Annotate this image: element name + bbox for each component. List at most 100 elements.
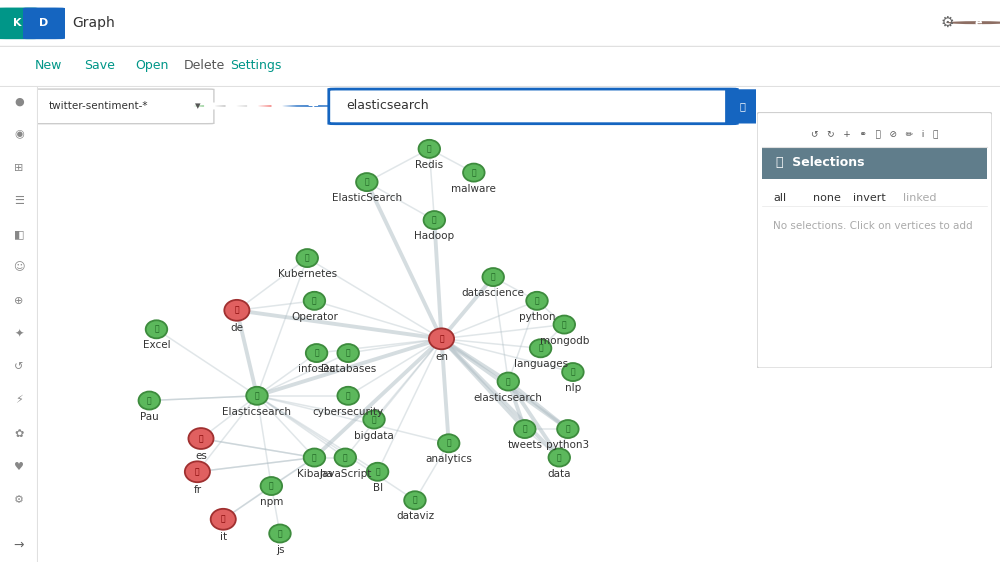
Text: Pau: Pau <box>140 412 159 422</box>
Text: 🏷: 🏷 <box>346 391 350 400</box>
Text: Databases: Databases <box>321 364 376 374</box>
Text: 🏷: 🏷 <box>346 348 350 357</box>
Ellipse shape <box>188 428 214 449</box>
Text: D: D <box>39 17 49 28</box>
Text: 🏷: 🏷 <box>472 168 476 177</box>
Ellipse shape <box>482 268 504 286</box>
Ellipse shape <box>554 315 575 334</box>
Text: Delete: Delete <box>183 58 225 72</box>
Text: 📁: 📁 <box>195 467 200 476</box>
Circle shape <box>205 104 284 108</box>
Ellipse shape <box>367 463 388 481</box>
Circle shape <box>227 104 306 108</box>
Text: +: + <box>306 98 319 114</box>
Text: 🏷: 🏷 <box>562 320 567 329</box>
Text: 🏷: 🏷 <box>269 482 274 491</box>
Text: 🔍: 🔍 <box>739 101 745 111</box>
Ellipse shape <box>424 211 445 229</box>
Ellipse shape <box>306 344 327 362</box>
Text: twitter-sentiment-*: twitter-sentiment-* <box>49 101 148 111</box>
Text: ↺: ↺ <box>14 362 24 372</box>
Text: 🏷: 🏷 <box>522 424 527 433</box>
Text: 🏷: 🏷 <box>154 325 159 334</box>
Text: python: python <box>519 312 555 322</box>
Text: malware: malware <box>451 184 496 194</box>
Circle shape <box>184 104 263 108</box>
Text: Redis: Redis <box>415 160 443 170</box>
Text: fr: fr <box>193 485 201 495</box>
Text: 🏷: 🏷 <box>491 273 496 282</box>
Ellipse shape <box>463 164 485 182</box>
Text: Kibana: Kibana <box>297 469 332 479</box>
Text: 🏷: 🏷 <box>538 344 543 353</box>
Text: →: → <box>14 539 24 552</box>
Text: 🏷: 🏷 <box>365 178 369 187</box>
Text: 🏷: 🏷 <box>432 216 437 225</box>
Ellipse shape <box>304 292 325 310</box>
Text: Hadoop: Hadoop <box>414 232 454 241</box>
Text: Kubernetes: Kubernetes <box>278 269 337 279</box>
Text: 🏷: 🏷 <box>372 415 376 424</box>
Text: python3: python3 <box>546 440 589 450</box>
Text: 🏷: 🏷 <box>312 453 317 462</box>
Text: infosec: infosec <box>298 364 335 374</box>
Ellipse shape <box>269 524 291 542</box>
Text: Operator: Operator <box>291 312 338 322</box>
Ellipse shape <box>356 173 378 191</box>
Ellipse shape <box>246 387 268 405</box>
Text: New: New <box>34 58 62 72</box>
Text: JavaScript: JavaScript <box>319 469 371 479</box>
Text: 🏷: 🏷 <box>147 396 152 405</box>
Ellipse shape <box>530 339 551 357</box>
Ellipse shape <box>146 320 167 338</box>
Text: 📁: 📁 <box>235 306 239 315</box>
Text: linked: linked <box>903 193 936 203</box>
Ellipse shape <box>429 328 454 349</box>
FancyBboxPatch shape <box>725 89 760 124</box>
Ellipse shape <box>557 420 579 438</box>
Ellipse shape <box>304 448 325 466</box>
Text: ✿: ✿ <box>14 429 24 439</box>
Ellipse shape <box>548 448 570 466</box>
Text: data: data <box>548 469 571 479</box>
Text: bigdata: bigdata <box>354 430 394 441</box>
Text: 🏷: 🏷 <box>535 296 539 305</box>
Text: 🏷: 🏷 <box>446 439 451 448</box>
Ellipse shape <box>363 410 385 429</box>
Text: 🏷: 🏷 <box>255 391 259 400</box>
Text: 📁: 📁 <box>221 515 226 524</box>
FancyBboxPatch shape <box>23 7 65 39</box>
Text: Settings: Settings <box>230 58 282 72</box>
Text: ⚙: ⚙ <box>940 15 954 30</box>
Ellipse shape <box>514 420 536 438</box>
Text: it: it <box>220 532 227 542</box>
Text: analytics: analytics <box>425 455 472 464</box>
Text: ◉: ◉ <box>14 130 24 139</box>
Ellipse shape <box>337 344 359 362</box>
Text: tweets: tweets <box>507 440 542 450</box>
Text: npm: npm <box>260 497 283 507</box>
Ellipse shape <box>139 392 160 410</box>
Text: BI: BI <box>373 483 383 493</box>
Text: 🏷: 🏷 <box>413 496 417 505</box>
Text: 📁: 📁 <box>439 334 444 343</box>
Text: 🏷: 🏷 <box>427 144 432 153</box>
Text: 🏷: 🏷 <box>571 368 575 377</box>
Text: ⊞: ⊞ <box>14 163 24 173</box>
Circle shape <box>248 104 327 108</box>
Ellipse shape <box>337 387 359 405</box>
Ellipse shape <box>526 292 548 310</box>
Text: elasticsearch: elasticsearch <box>347 99 429 112</box>
Text: mongodb: mongodb <box>540 336 589 346</box>
Text: Save: Save <box>85 58 115 72</box>
Text: en: en <box>435 352 448 362</box>
Text: K: K <box>13 17 21 28</box>
Text: No selections. Click on vertices to add: No selections. Click on vertices to add <box>773 221 973 231</box>
Text: 🏷: 🏷 <box>305 253 310 262</box>
Text: 🏷: 🏷 <box>314 348 319 357</box>
Text: e: e <box>974 17 982 28</box>
Bar <box>762 147 987 179</box>
Text: ElasticSearch: ElasticSearch <box>332 193 402 203</box>
Text: ▾: ▾ <box>195 101 200 111</box>
Text: languages: languages <box>514 360 568 369</box>
